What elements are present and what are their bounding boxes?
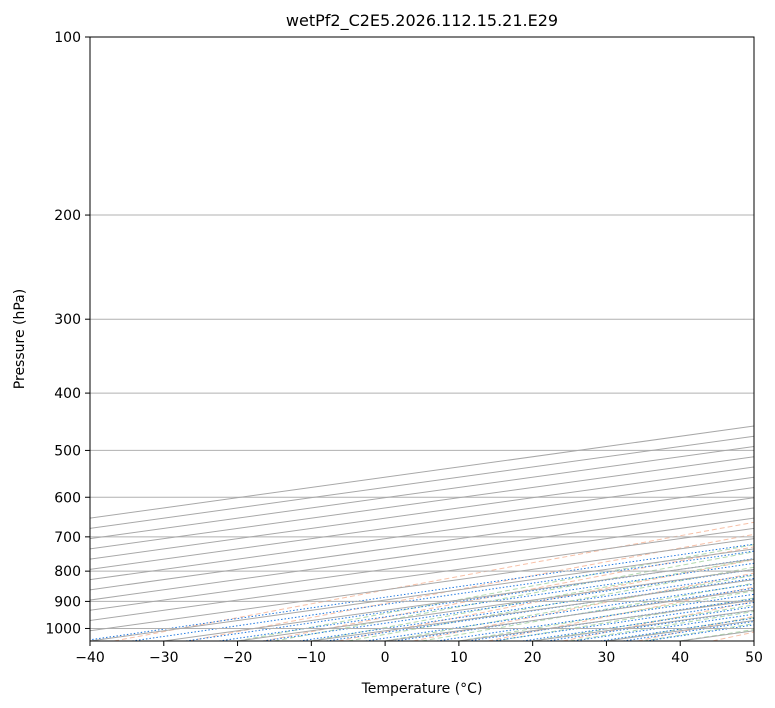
y-tick-label: 200 [54, 208, 81, 224]
y-tick-label: 100 [54, 30, 81, 46]
isotherm [237, 568, 754, 641]
x-tick-label: 10 [450, 650, 468, 666]
dry-adiabat [114, 521, 754, 641]
isotherm [90, 517, 754, 611]
mixing-ratio-line [132, 550, 754, 641]
dry-adiabat [488, 586, 754, 641]
isotherm [680, 630, 754, 641]
y-tick-label: 700 [54, 530, 81, 546]
isotherm [90, 527, 754, 622]
moist-adiabat [311, 558, 754, 641]
isotherm [90, 538, 754, 632]
x-tick-label: −30 [149, 650, 179, 666]
y-tick-label: 400 [54, 386, 81, 402]
y-tick-label: 1000 [45, 621, 81, 637]
moist-adiabat [532, 604, 754, 641]
axes: −40 −30 −20 −10 0 10 20 30 40 50 100 200 300 400 500 60… [45, 30, 763, 666]
isotherm [753, 640, 754, 641]
isotherm [458, 599, 754, 641]
y-axis-label: Pressure (hPa) [12, 289, 28, 389]
x-tick-label: −20 [223, 650, 253, 666]
isobars-isotherms [90, 37, 754, 641]
dry-adiabat [263, 546, 754, 641]
x-tick-label: −10 [297, 650, 327, 666]
isotherm [163, 558, 754, 641]
moist-adiabat [458, 590, 754, 641]
isotherm [90, 466, 754, 560]
x-tick-label: 30 [598, 650, 616, 666]
moist-adiabat [348, 566, 754, 641]
isotherm [90, 476, 754, 570]
x-tick-label: −40 [75, 650, 105, 666]
plot-frame [89, 36, 755, 642]
isotherm [606, 620, 754, 641]
isotherm [90, 497, 754, 591]
isotherm [90, 435, 754, 529]
dry-adiabat [188, 533, 754, 641]
y-tick-label: 800 [54, 564, 81, 580]
isotherm [311, 579, 754, 641]
x-tick-label: 40 [671, 650, 689, 666]
x-tick-label: 0 [381, 650, 390, 666]
mixing-ratio-line [436, 593, 754, 641]
isotherm [90, 486, 754, 581]
x-tick-label: 50 [745, 650, 763, 666]
isotherm [90, 446, 754, 540]
isotherm [90, 456, 754, 550]
moist-adiabat [495, 597, 754, 641]
y-tick-label: 900 [54, 594, 81, 610]
isotherm [532, 609, 754, 641]
isotherm [90, 507, 754, 601]
y-tick-label: 500 [54, 443, 81, 459]
mixing-ratio-line [365, 583, 754, 641]
moist-adiabat [385, 574, 754, 641]
y-tick-label: 600 [54, 490, 81, 506]
x-axis-label: Temperature (°C) [361, 681, 483, 697]
chart-title: wetPf2_C2E5.2026.112.15.21.E29 [286, 11, 558, 31]
moist-adiabat [606, 617, 754, 641]
mixing-ratio-line [492, 601, 754, 641]
isotherm [385, 589, 754, 641]
mixing-ratio-line [299, 574, 754, 641]
mixing-ratio-line [90, 543, 754, 641]
isotherm [90, 425, 754, 519]
x-tick-label: 20 [524, 650, 542, 666]
mixing-ratio-line [326, 578, 754, 641]
moist-adiabat [680, 628, 754, 641]
y-tick-label: 300 [54, 312, 81, 328]
moist-adiabat [237, 544, 754, 641]
